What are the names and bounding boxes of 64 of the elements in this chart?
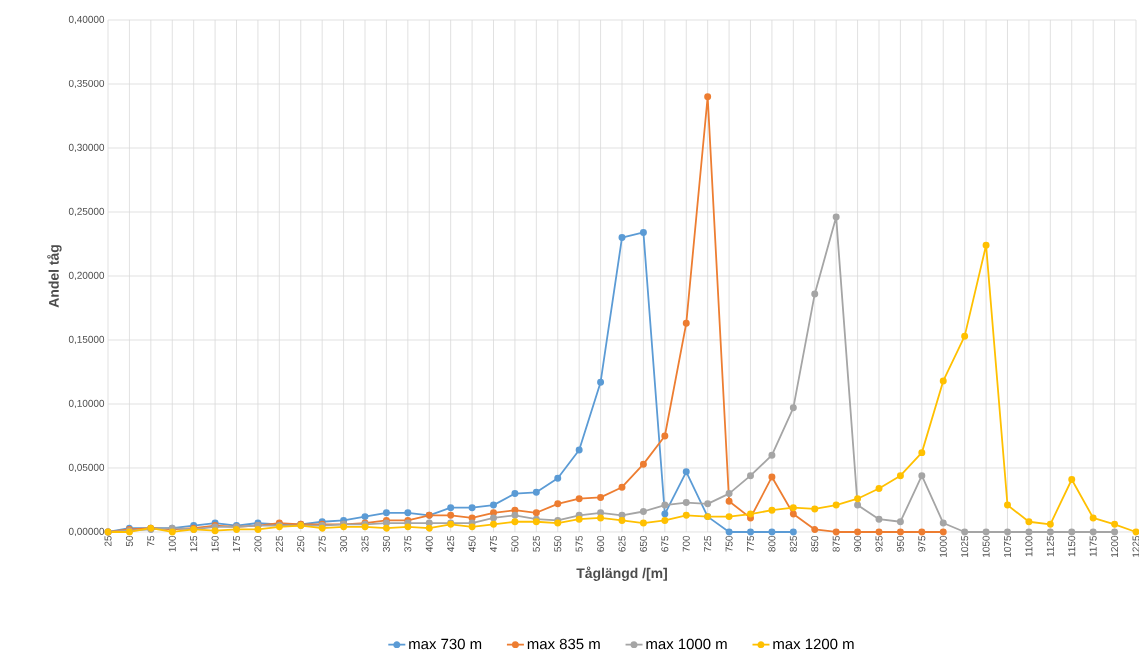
x-tick-label: 325 <box>361 535 369 552</box>
legend-label: max 730 m <box>409 638 482 650</box>
legend-label: max 835 m <box>527 638 600 650</box>
x-tick-label: 1100 <box>1025 535 1033 557</box>
x-tick-label: 125 <box>190 535 198 552</box>
y-tick-label: 0,00000 <box>68 527 105 537</box>
y-tick-label: 0,40000 <box>68 15 105 25</box>
x-tick-label: 150 <box>211 535 219 552</box>
x-tick-label: 175 <box>233 535 240 552</box>
x-tick-label: 575 <box>575 535 583 552</box>
x-tick-label: 675 <box>661 535 669 552</box>
x-tick-label: 1200 <box>1111 535 1119 557</box>
x-tick-label: 650 <box>639 535 647 552</box>
x-tick-label: 275 <box>318 535 326 552</box>
x-tick-label: 1225 <box>1132 535 1139 557</box>
x-tick-label: 625 <box>618 535 626 552</box>
x-tick-label: 1025 <box>961 535 969 557</box>
x-tick-label: 850 <box>811 535 819 552</box>
x-tick-label: 75 <box>147 535 155 547</box>
x-tick-label: 1000 <box>939 535 947 557</box>
x-tick-label: 450 <box>468 535 476 552</box>
x-tick-label: 875 <box>832 535 840 552</box>
x-tick-label: 100 <box>168 535 176 552</box>
x-tick-label: 725 <box>704 535 712 552</box>
x-tick-label: 1075 <box>1003 535 1012 557</box>
x-tick-label: 375 <box>404 535 412 552</box>
x-tick-label: 25 <box>104 535 112 547</box>
y-axis-title: Andel tåg <box>47 245 62 308</box>
x-tick-label: 900 <box>854 535 862 552</box>
x-tick-label: 350 <box>382 535 390 552</box>
x-tick-label: 500 <box>511 535 519 552</box>
x-tick-label: 1125 <box>1046 535 1054 557</box>
y-tick-label: 0,20000 <box>68 271 105 281</box>
x-tick-label: 225 <box>275 535 283 552</box>
x-tick-label: 1150 <box>1068 535 1076 557</box>
x-tick-label: 250 <box>297 535 305 552</box>
x-tick-label: 475 <box>490 535 497 552</box>
x-tick-label: 525 <box>532 535 540 552</box>
x-tick-label: 950 <box>896 535 904 552</box>
y-tick-label: 0,10000 <box>68 399 105 409</box>
y-tick-label: 0,25000 <box>68 207 105 217</box>
x-tick-label: 400 <box>425 535 433 552</box>
x-tick-label: 1050 <box>982 535 990 557</box>
x-tick-label: 600 <box>597 535 605 552</box>
x-tick-label: 700 <box>682 535 690 552</box>
x-tick-label: 300 <box>340 535 348 552</box>
y-tick-label: 0,35000 <box>68 79 105 89</box>
y-tick-label: 0,30000 <box>68 143 105 153</box>
x-tick-label: 975 <box>918 535 926 552</box>
legend-label: max 1000 m <box>646 638 727 650</box>
legend-label: max 1200 m <box>773 638 854 650</box>
x-tick-label: 775 <box>747 535 754 552</box>
x-tick-label: 800 <box>768 535 776 552</box>
y-tick-label: 0,15000 <box>68 335 105 345</box>
x-tick-label: 825 <box>789 535 797 552</box>
x-tick-label: 425 <box>447 535 455 552</box>
x-axis-title: Tåglängd /[m] <box>576 566 667 581</box>
x-tick-label: 50 <box>125 535 133 547</box>
x-tick-label: 550 <box>554 535 562 552</box>
y-tick-label: 0,05000 <box>68 463 105 473</box>
x-tick-label: 750 <box>725 535 733 552</box>
x-tick-label: 200 <box>254 535 262 552</box>
x-tick-label: 1175 <box>1089 535 1097 557</box>
x-tick-label: 925 <box>875 535 883 552</box>
